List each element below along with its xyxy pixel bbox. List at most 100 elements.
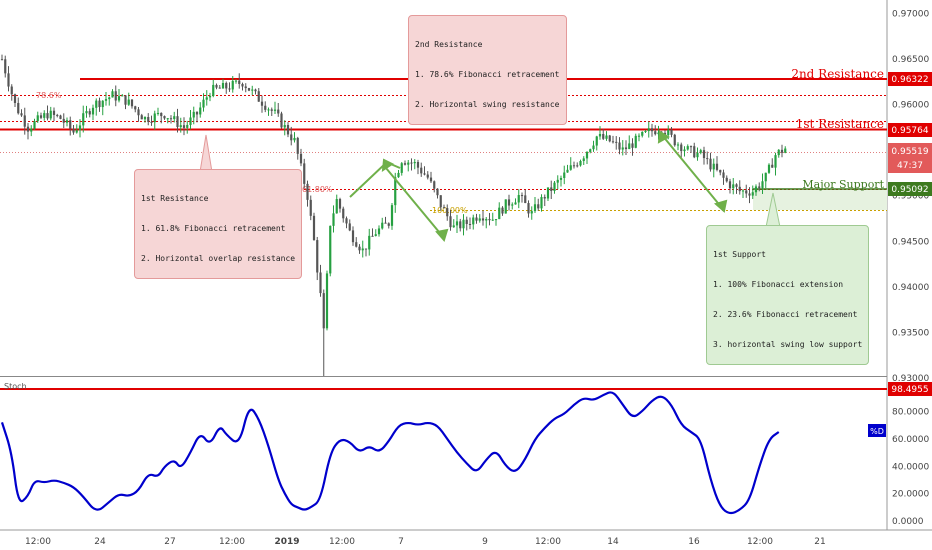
candle-body	[387, 223, 390, 226]
candle-body	[494, 219, 498, 221]
candle-body	[218, 87, 221, 89]
time-tick-label: 14	[607, 537, 619, 547]
candle-body	[582, 158, 585, 161]
badge-second-resistance-text: 0.96322	[891, 75, 928, 85]
candle-body	[628, 143, 631, 150]
candle-body	[634, 135, 637, 148]
callout-second-title: 2nd Resistance	[415, 40, 483, 49]
candle-body	[618, 142, 621, 150]
candle-body	[455, 221, 459, 226]
stoch-d-line	[0, 391, 780, 515]
candle-body	[442, 207, 446, 209]
candle-body	[303, 163, 306, 184]
candle-body	[26, 126, 30, 132]
candle-body	[433, 181, 436, 189]
callout-first-line1: 1. 61.8% Fibonacci retracement	[141, 224, 286, 233]
candle-body	[706, 158, 709, 160]
candle-body	[368, 235, 371, 250]
candle-body	[238, 80, 241, 84]
candle-body	[225, 82, 228, 89]
candle-body	[384, 222, 387, 224]
time-tick-label: 24	[94, 537, 106, 547]
candle-body	[342, 208, 345, 219]
candle-body	[621, 147, 624, 150]
badge-second-resistance: 0.96322	[888, 72, 932, 86]
candle-body	[98, 100, 101, 108]
candle-body	[436, 188, 439, 196]
callout-support-line1: 1. 100% Fibonacci extension	[713, 280, 844, 289]
candle-body	[267, 109, 270, 111]
price-tick-label: 0.95000	[892, 192, 929, 202]
candle-body	[192, 111, 195, 118]
candle-body	[758, 186, 761, 188]
candle-body	[124, 95, 127, 105]
candle-body	[251, 89, 254, 91]
candle-body	[725, 177, 728, 182]
candle-body	[49, 110, 52, 119]
candle-body	[228, 88, 231, 90]
candle-body	[39, 115, 43, 118]
candle-body	[501, 207, 504, 214]
candle-body	[221, 82, 225, 89]
stoch-pane-label[interactable]: Stoch	[4, 382, 27, 391]
candle-body	[468, 223, 472, 225]
candle-body	[780, 149, 784, 153]
price-tick-label: 0.96000	[892, 101, 929, 111]
candle-body	[446, 208, 449, 217]
candle-body	[52, 110, 56, 115]
candle-body	[478, 218, 481, 221]
badge-current-price-text: 0.95519	[891, 147, 928, 157]
candle-body	[764, 172, 767, 182]
candle-body	[7, 73, 10, 87]
badge-first-resistance: 0.95764	[888, 123, 932, 137]
candle-body	[319, 272, 322, 294]
candle-body	[182, 125, 186, 128]
candle-body	[459, 221, 462, 229]
candle-body	[270, 109, 273, 111]
candle-body	[189, 117, 192, 125]
candle-body	[286, 125, 290, 135]
candle-body	[316, 240, 319, 273]
candle-body	[595, 136, 598, 146]
stoch-tick-label: 80.0000	[892, 407, 929, 417]
candle-body	[156, 112, 160, 114]
callout-support-line3: 3. horizontal swing low support	[713, 340, 863, 349]
candle-body	[176, 116, 179, 128]
candle-body	[712, 163, 715, 170]
arrow-down-head-1	[435, 228, 449, 243]
candle-body	[322, 293, 325, 329]
candle-body	[299, 153, 303, 164]
candle-body	[390, 205, 394, 226]
time-axis-ticks: 12:00 24 27 12:00 2019 12:00 7 9 12:00 14 16 12:00 2…	[25, 537, 826, 547]
candle-body	[784, 148, 787, 153]
candle-body	[296, 137, 299, 154]
candle-body	[449, 216, 452, 228]
stoch-axis-ticks: 80.0000 60.0000 40.0000 20.0000 0.0000	[892, 407, 929, 527]
candle-body	[611, 141, 615, 143]
candle-body	[361, 248, 364, 251]
badge-first-resistance-text: 0.95764	[891, 126, 928, 136]
candle-body	[17, 102, 20, 114]
candle-body	[420, 167, 423, 174]
candle-body	[329, 225, 332, 274]
candle-body	[134, 106, 137, 110]
candle-body	[683, 149, 686, 152]
candle-body	[199, 107, 202, 115]
candle-body	[576, 165, 579, 167]
badge-stoch-d-text: %D	[870, 427, 884, 436]
candle-body	[46, 113, 49, 119]
candle-body	[377, 228, 381, 235]
candle-body	[264, 105, 267, 110]
projection-arrows	[349, 130, 728, 243]
badge-stoch-top-text: 98.4955	[891, 385, 928, 395]
candle-body	[56, 114, 59, 116]
candle-body	[439, 195, 442, 208]
candle-body	[579, 160, 582, 166]
support-zone	[753, 189, 887, 210]
arrow-up-head-2	[657, 130, 670, 144]
candle-body	[95, 100, 98, 108]
price-candles	[0, 54, 787, 376]
candle-body	[514, 202, 517, 205]
candle-body	[186, 124, 189, 128]
